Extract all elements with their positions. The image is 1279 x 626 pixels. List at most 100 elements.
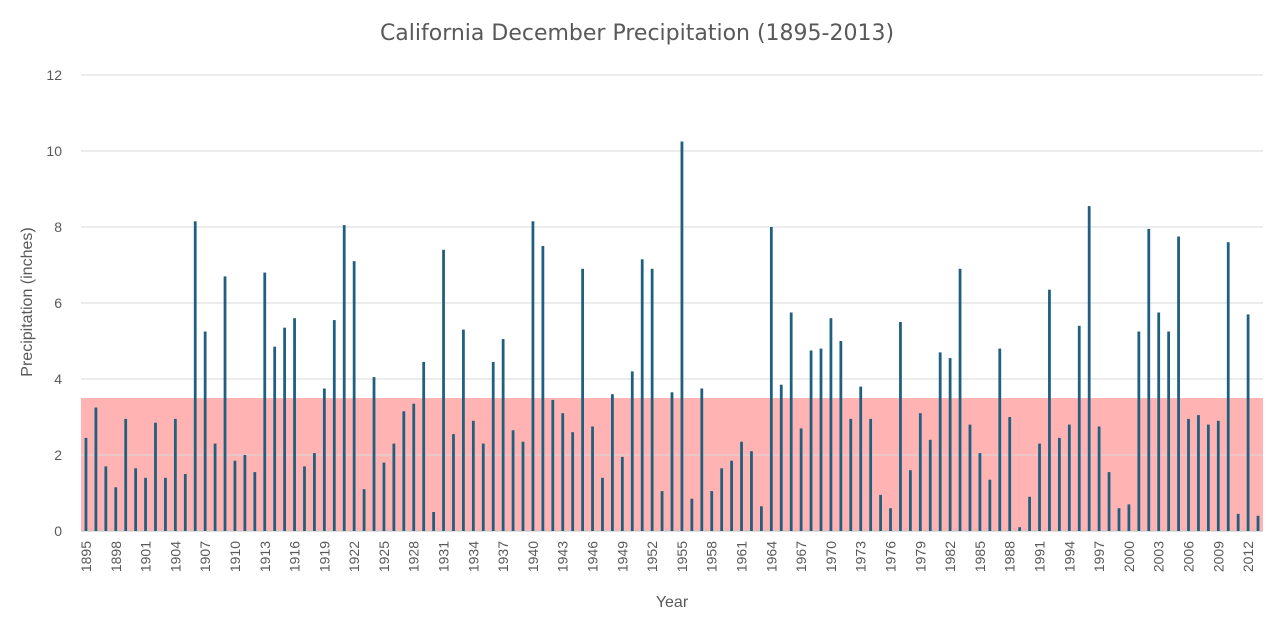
bar-1986 xyxy=(988,479,992,531)
bar-1960 xyxy=(730,460,733,531)
bar-1906 xyxy=(193,221,197,532)
bar-1925 xyxy=(382,462,386,531)
bar-1990 xyxy=(1028,496,1031,531)
bar-1902 xyxy=(154,422,157,531)
bar-1978 xyxy=(908,470,912,531)
bar-1932 xyxy=(452,434,455,531)
bar-1961 xyxy=(740,441,743,531)
bar-1981 xyxy=(938,352,942,531)
bar-1913 xyxy=(263,272,267,531)
bar-1995 xyxy=(1077,325,1081,531)
bar-1895 xyxy=(84,437,88,531)
bar-1964 xyxy=(769,227,773,531)
bar-1935 xyxy=(481,443,485,531)
bar-1904 xyxy=(173,418,177,531)
x-tick-label: 1952 xyxy=(644,541,660,572)
x-tick-label: 2000 xyxy=(1121,541,1137,572)
bar-1918 xyxy=(313,453,316,531)
x-tick-label: 1958 xyxy=(704,541,720,572)
y-tick-label: 0 xyxy=(54,523,62,539)
bar-1908 xyxy=(213,443,217,531)
bar-1915 xyxy=(283,327,287,531)
bar-1992 xyxy=(1048,289,1051,531)
x-tick-label: 1988 xyxy=(1002,541,1018,572)
bar-1984 xyxy=(968,424,972,531)
bar-1923 xyxy=(362,489,366,531)
bar-1977 xyxy=(899,322,902,531)
x-tick-label: 1997 xyxy=(1091,541,1107,572)
bar-1897 xyxy=(104,466,108,531)
bar-1958 xyxy=(710,491,714,531)
x-tick-label: 1946 xyxy=(585,541,601,572)
bar-1994 xyxy=(1067,424,1071,531)
x-tick-label: 1901 xyxy=(138,541,154,572)
x-tick-label: 1976 xyxy=(883,541,899,572)
x-tick-label: 1898 xyxy=(108,541,124,572)
x-tick-label: 1910 xyxy=(227,541,243,572)
bar-1949 xyxy=(620,456,624,531)
x-tick-label: 1907 xyxy=(197,541,213,572)
bar-1914 xyxy=(273,346,277,531)
bar-1948 xyxy=(611,394,614,531)
y-tick-label: 2 xyxy=(54,447,62,463)
x-tick-label: 1982 xyxy=(942,541,958,572)
bar-2007 xyxy=(1197,415,1200,531)
bar-2003 xyxy=(1157,312,1161,531)
bar-1909 xyxy=(223,276,227,531)
bar-1991 xyxy=(1038,443,1041,531)
bar-1950 xyxy=(630,371,634,531)
x-tick-label: 1955 xyxy=(674,541,690,572)
bar-1942 xyxy=(551,399,555,531)
bar-1966 xyxy=(789,312,793,531)
bar-1971 xyxy=(839,341,843,531)
bar-1916 xyxy=(293,318,296,531)
bar-2008 xyxy=(1206,424,1210,531)
y-tick-label: 10 xyxy=(46,143,62,159)
y-axis-label: Precipitation (inches) xyxy=(19,227,36,376)
bar-1917 xyxy=(303,466,306,531)
x-tick-label: 1943 xyxy=(555,541,571,572)
bar-1993 xyxy=(1057,437,1061,531)
y-tick-label: 6 xyxy=(54,295,62,311)
bar-1996 xyxy=(1087,206,1091,531)
bar-1954 xyxy=(670,392,674,531)
bar-1938 xyxy=(511,430,515,531)
x-tick-label: 1964 xyxy=(763,541,779,572)
x-tick-label: 2003 xyxy=(1151,541,1167,572)
bars xyxy=(84,141,1260,532)
bar-2000 xyxy=(1127,504,1131,531)
bar-1911 xyxy=(243,455,247,531)
x-tick-label: 2009 xyxy=(1210,541,1226,572)
bar-1997 xyxy=(1097,426,1101,531)
x-tick-label: 1970 xyxy=(823,541,839,572)
x-tick-label: 1991 xyxy=(1032,541,1048,572)
bar-1953 xyxy=(660,491,664,531)
bar-1959 xyxy=(720,468,724,531)
bar-1926 xyxy=(392,443,396,531)
bar-1936 xyxy=(491,361,495,531)
bar-1967 xyxy=(799,428,803,531)
x-tick-label: 1919 xyxy=(316,541,332,572)
bar-1901 xyxy=(144,477,147,531)
bar-1980 xyxy=(928,439,932,531)
bar-1910 xyxy=(233,460,237,531)
x-tick-label: 1922 xyxy=(346,541,362,572)
bar-1975 xyxy=(879,494,882,531)
bar-1968 xyxy=(809,350,813,531)
bar-1896 xyxy=(94,407,98,531)
bar-1921 xyxy=(342,225,346,531)
bar-1943 xyxy=(561,413,565,531)
x-tick-label: 1973 xyxy=(853,541,869,572)
x-tick-label: 1925 xyxy=(376,541,392,572)
y-tick-label: 12 xyxy=(46,67,62,83)
bar-1937 xyxy=(501,339,505,531)
bar-1982 xyxy=(948,358,952,531)
x-tick-label: 1961 xyxy=(734,541,750,572)
bar-1919 xyxy=(322,388,326,531)
bar-1974 xyxy=(869,418,873,531)
bar-1939 xyxy=(521,441,525,531)
bar-1940 xyxy=(531,221,535,532)
bar-1920 xyxy=(332,320,336,531)
x-tick-label: 2006 xyxy=(1181,541,1197,572)
